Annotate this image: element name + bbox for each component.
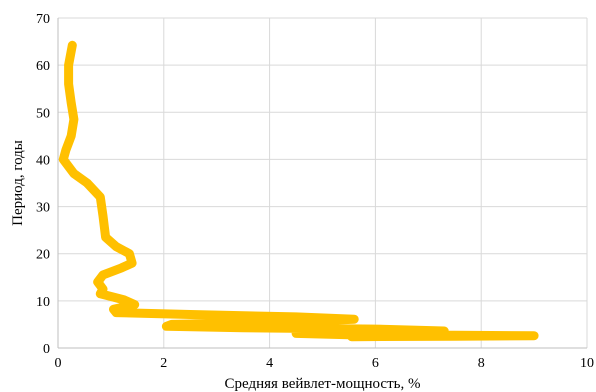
- x-axis-title: Средняя вейвлет-мощность, %: [225, 376, 421, 392]
- y-tick-label: 20: [36, 248, 50, 263]
- x-tick-label: 10: [580, 356, 594, 371]
- axes: [57, 18, 587, 349]
- y-axis-title: Период, годы: [10, 140, 26, 226]
- x-tick-label: 6: [372, 356, 379, 371]
- y-tick-label: 50: [36, 106, 50, 121]
- x-tick-labels: 0 2 4 6 8 10: [55, 356, 595, 371]
- y-tick-label: 0: [43, 342, 50, 357]
- y-tick-labels: 0 10 20 30 40 50 60 70: [36, 12, 50, 357]
- x-tick-label: 4: [266, 356, 273, 371]
- y-tick-label: 30: [36, 201, 50, 216]
- y-tick-label: 70: [36, 12, 50, 27]
- series-line: [58, 40, 539, 342]
- x-tick-label: 0: [55, 356, 62, 371]
- series: [58, 40, 539, 342]
- y-tick-label: 60: [36, 59, 50, 74]
- x-tick-label: 8: [478, 356, 485, 371]
- y-tick-label: 40: [36, 153, 50, 168]
- x-tick-label: 2: [160, 356, 167, 371]
- grid: [58, 17, 588, 348]
- y-tick-label: 10: [36, 295, 50, 310]
